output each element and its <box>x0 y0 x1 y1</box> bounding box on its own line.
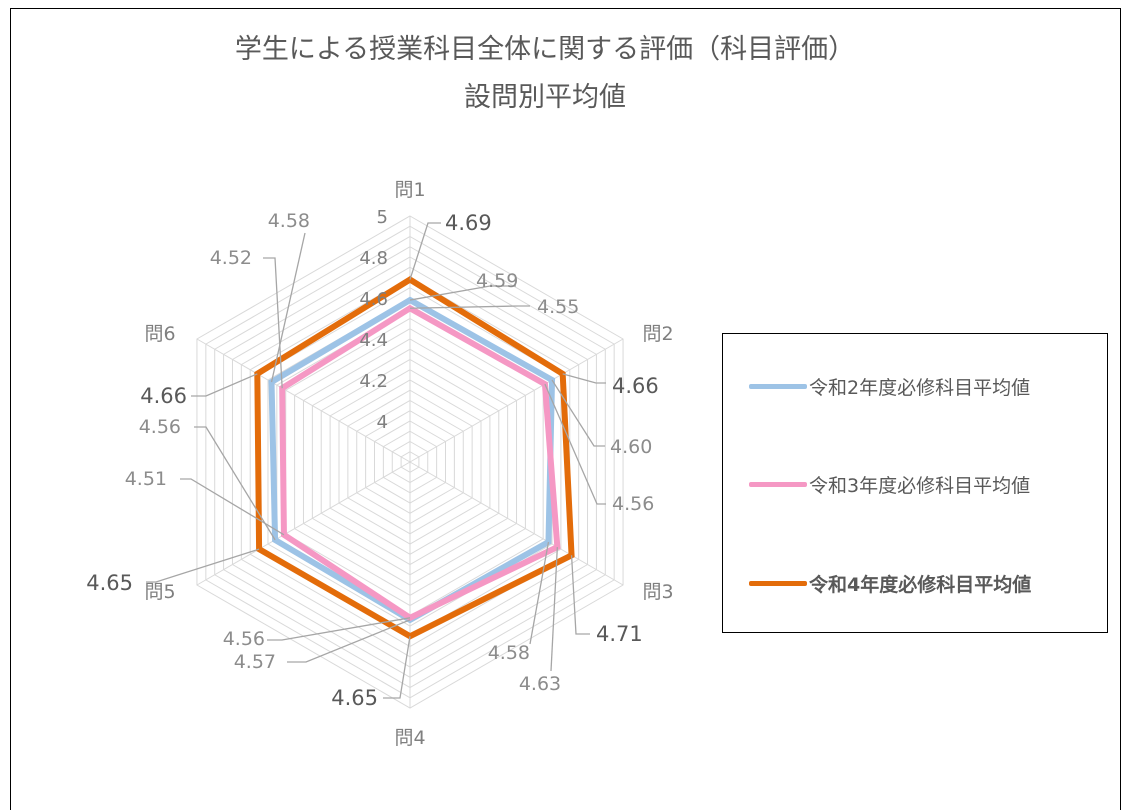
r-tick-label: 4 <box>377 412 388 433</box>
data-label-s3-q6: 4.52 <box>210 247 252 269</box>
data-label-s2-q5: 4.56 <box>139 416 181 438</box>
leader-line <box>383 636 410 698</box>
data-label-s4-q1: 4.69 <box>445 211 492 235</box>
legend-label-r3: 令和3年度必修科目平均値 <box>809 471 1030 498</box>
legend-swatch-r2 <box>749 384 807 389</box>
data-label-s2-q6: 4.58 <box>268 210 310 232</box>
chart-subtitle: 設問別平均値 <box>464 82 626 113</box>
legend-item-r2: 令和2年度必修科目平均値 <box>749 374 1030 398</box>
chart-title: 学生による授業科目全体に関する評価（科目評価） <box>235 34 855 65</box>
data-label-s3-q5: 4.51 <box>125 468 167 490</box>
axis-label-q1: 問1 <box>394 179 425 201</box>
data-label-s4-q3: 4.71 <box>596 622 643 646</box>
leader-line <box>272 233 305 382</box>
data-label-s3-q3: 4.63 <box>519 673 561 695</box>
data-label-s4-q5: 4.65 <box>86 571 133 595</box>
axis-label-q4: 問4 <box>394 727 425 749</box>
leader-line <box>146 549 259 582</box>
legend-label-r4: 令和4年度必修科目平均値 <box>809 570 1031 597</box>
data-label-s4-q4: 4.65 <box>331 686 378 710</box>
axis-label-q3: 問3 <box>642 581 673 603</box>
legend-item-r4: 令和4年度必修科目平均値 <box>749 571 1031 595</box>
r-tick-label: 4.4 <box>359 330 388 351</box>
legend-swatch-r4 <box>749 581 807 586</box>
data-label-s2-q2: 4.60 <box>610 436 652 458</box>
axis-label-q5: 問5 <box>144 581 175 603</box>
data-label-s4-q6: 4.66 <box>140 384 187 408</box>
r-tick-label: 4.6 <box>359 289 388 310</box>
r-tick-label: 4.8 <box>359 248 388 269</box>
data-label-s4-q2: 4.66 <box>612 374 659 398</box>
legend: 令和2年度必修科目平均値 令和3年度必修科目平均値 令和4年度必修科目平均値 <box>722 333 1108 633</box>
leader-line <box>563 374 606 383</box>
data-labels: 4.594.604.584.574.564.584.554.564.634.56… <box>86 210 659 710</box>
data-label-s3-q2: 4.56 <box>612 493 654 515</box>
r-tick-label: 4.2 <box>359 371 388 392</box>
data-label-s3-q4: 4.56 <box>223 628 265 650</box>
data-label-s3-q1: 4.55 <box>537 296 579 318</box>
axis-label-q6: 問6 <box>144 323 175 345</box>
data-label-s2-q3: 4.58 <box>488 642 530 664</box>
legend-swatch-r3 <box>749 482 807 487</box>
data-label-s2-q1: 4.59 <box>476 270 518 292</box>
data-label-s2-q4: 4.57 <box>234 651 276 673</box>
r-tick-label: 5 <box>377 207 388 228</box>
leader-line <box>572 555 590 634</box>
leader-line <box>191 374 257 396</box>
axis-label-q2: 問2 <box>642 323 673 345</box>
legend-label-r2: 令和2年度必修科目平均値 <box>809 373 1030 400</box>
legend-item-r3: 令和3年度必修科目平均値 <box>749 472 1030 496</box>
